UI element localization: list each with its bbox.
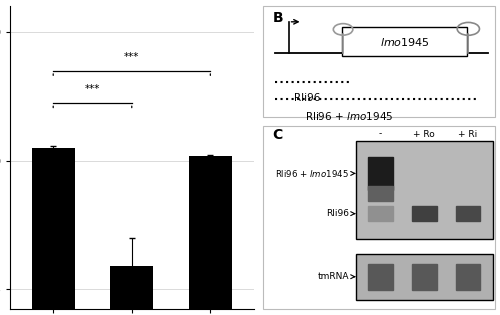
Bar [412, 264, 436, 289]
Text: -: - [379, 129, 382, 139]
Text: $\it{lmo1945}$: $\it{lmo1945}$ [380, 36, 430, 48]
Text: tmRNA: tmRNA [318, 272, 349, 281]
Bar [456, 264, 480, 289]
Bar [32, 148, 75, 315]
Text: Rli96: Rli96 [326, 209, 349, 218]
Text: ***: *** [124, 52, 140, 62]
Text: + Ro: + Ro [414, 129, 435, 139]
Bar [368, 186, 393, 201]
Bar [412, 206, 436, 221]
Bar [356, 254, 492, 300]
Bar [356, 140, 492, 239]
Text: + Ri: + Ri [458, 129, 477, 139]
Bar [110, 266, 154, 315]
Text: B: B [272, 11, 283, 25]
Bar [342, 27, 467, 56]
Text: C: C [272, 128, 282, 142]
Text: ***: *** [85, 84, 100, 94]
Text: Rli96 + $\it{lmo1945}$: Rli96 + $\it{lmo1945}$ [275, 168, 349, 179]
Bar [368, 157, 393, 190]
Text: Rli96: Rli96 [294, 93, 320, 103]
Bar [188, 156, 232, 315]
Bar [368, 264, 393, 289]
Text: Rli96 + $\it{lmo1945}$: Rli96 + $\it{lmo1945}$ [304, 111, 393, 123]
Bar [368, 206, 393, 221]
Bar [456, 206, 480, 221]
